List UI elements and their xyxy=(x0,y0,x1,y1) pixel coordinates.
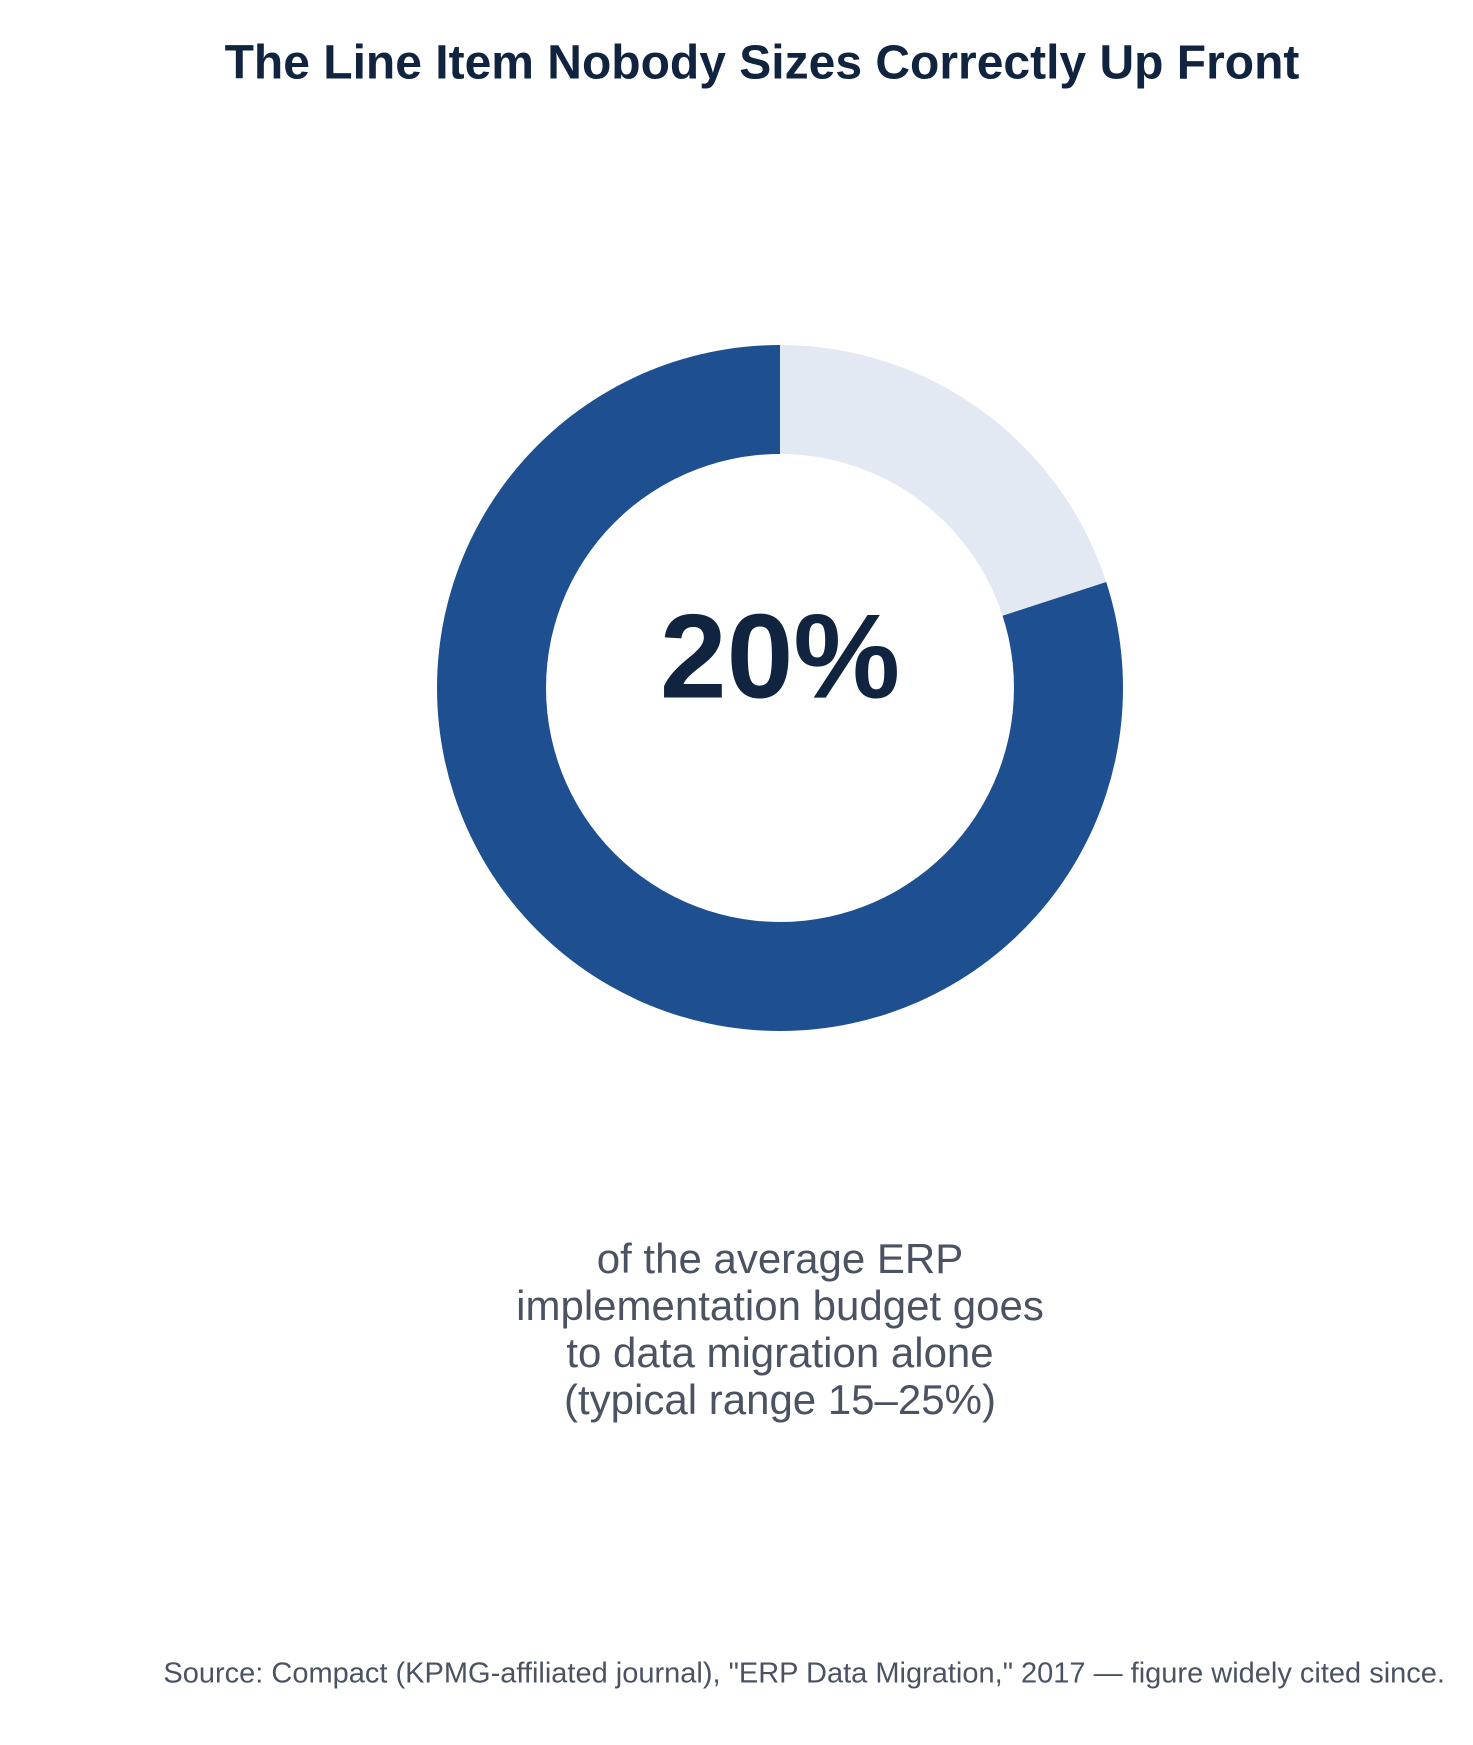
center-value-label: 20% xyxy=(660,590,900,724)
donut-segment xyxy=(780,345,1107,616)
description-line: to data migration alone xyxy=(566,1329,993,1376)
description-line: of the average ERP xyxy=(597,1235,964,1282)
description-line: (typical range 15–25%) xyxy=(564,1376,996,1423)
donut-segment xyxy=(437,345,1124,1031)
source-note: Source: Compact (KPMG-affiliated journal… xyxy=(163,1658,1445,1690)
description-line: implementation budget goes xyxy=(516,1282,1044,1329)
chart-title: The Line Item Nobody Sizes Correctly Up … xyxy=(225,37,1300,90)
